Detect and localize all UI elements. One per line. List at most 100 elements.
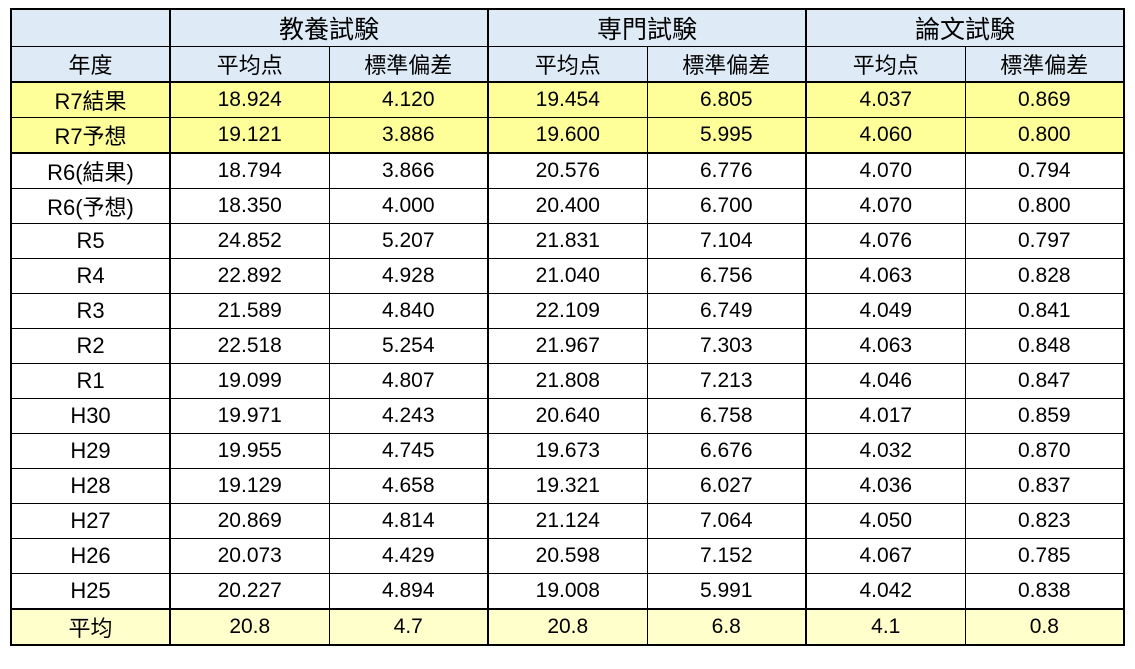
value-cell: 21.831 (487, 223, 648, 259)
value-cell: 6.676 (646, 433, 807, 469)
sub-header-row: 年度 平均点 標準偏差 平均点 標準偏差 平均点 標準偏差 (10, 46, 1125, 83)
value-cell: 7.303 (646, 328, 807, 364)
table-row: R3 21.589 4.840 22.109 6.749 4.049 0.841 (10, 293, 1125, 329)
value-cell: 5.991 (646, 573, 807, 610)
value-cell: 22.109 (487, 293, 648, 329)
value-cell: 24.852 (169, 223, 330, 259)
value-cell: 4.070 (805, 152, 966, 189)
table-row: R6(結果) 18.794 3.866 20.576 6.776 4.070 0.794 (10, 152, 1125, 189)
corner-cell (10, 8, 171, 47)
value-cell: 4.000 (328, 188, 489, 224)
year-cell: H28 (10, 468, 171, 504)
group-header-row: 教養試験 専門試験 論文試験 (10, 8, 1125, 47)
value-cell: 20.598 (487, 538, 648, 574)
year-cell: R6(予想) (10, 188, 171, 224)
value-cell: 19.121 (169, 117, 330, 154)
year-cell: R6(結果) (10, 152, 171, 189)
year-cell: R3 (10, 293, 171, 329)
sub-header-mean: 平均点 (169, 46, 330, 83)
value-cell: 0.848 (964, 328, 1125, 364)
year-cell: H27 (10, 503, 171, 539)
value-cell: 6.805 (646, 81, 807, 118)
year-cell: R4 (10, 258, 171, 294)
value-cell: 19.673 (487, 433, 648, 469)
value-cell: 4.243 (328, 398, 489, 434)
value-cell: 0.8 (964, 608, 1125, 646)
value-cell: 20.576 (487, 152, 648, 189)
year-cell: H29 (10, 433, 171, 469)
year-cell: R1 (10, 363, 171, 399)
sub-header-sd: 標準偏差 (328, 46, 489, 83)
value-cell: 4.814 (328, 503, 489, 539)
value-cell: 4.070 (805, 188, 966, 224)
value-cell: 22.892 (169, 258, 330, 294)
value-cell: 4.017 (805, 398, 966, 434)
value-cell: 4.658 (328, 468, 489, 504)
value-cell: 3.866 (328, 152, 489, 189)
value-cell: 4.032 (805, 433, 966, 469)
table-row: R1 19.099 4.807 21.808 7.213 4.046 0.847 (10, 363, 1125, 399)
value-cell: 19.454 (487, 81, 648, 118)
value-cell: 20.8 (487, 608, 648, 646)
value-cell: 20.869 (169, 503, 330, 539)
group-header-ronbun: 論文試験 (805, 8, 1125, 47)
table-row: R7結果 18.924 4.120 19.454 6.805 4.037 0.869 (10, 81, 1125, 118)
year-cell: R2 (10, 328, 171, 364)
value-cell: 0.837 (964, 468, 1125, 504)
value-cell: 21.589 (169, 293, 330, 329)
value-cell: 4.120 (328, 81, 489, 118)
value-cell: 4.807 (328, 363, 489, 399)
value-cell: 0.800 (964, 188, 1125, 224)
value-cell: 4.7 (328, 608, 489, 646)
sub-header-mean: 平均点 (805, 46, 966, 83)
value-cell: 0.870 (964, 433, 1125, 469)
value-cell: 0.785 (964, 538, 1125, 574)
value-cell: 18.350 (169, 188, 330, 224)
value-cell: 4.042 (805, 573, 966, 610)
value-cell: 0.847 (964, 363, 1125, 399)
value-cell: 5.995 (646, 117, 807, 154)
value-cell: 4.745 (328, 433, 489, 469)
table-row: R7予想 19.121 3.886 19.600 5.995 4.060 0.800 (10, 117, 1125, 154)
value-cell: 3.886 (328, 117, 489, 154)
table-row: H26 20.073 4.429 20.598 7.152 4.067 0.785 (10, 538, 1125, 574)
value-cell: 0.869 (964, 81, 1125, 118)
value-cell: 4.049 (805, 293, 966, 329)
value-cell: 21.967 (487, 328, 648, 364)
value-cell: 21.040 (487, 258, 648, 294)
value-cell: 0.828 (964, 258, 1125, 294)
value-cell: 21.124 (487, 503, 648, 539)
value-cell: 4.037 (805, 81, 966, 118)
value-cell: 0.838 (964, 573, 1125, 610)
year-cell: H26 (10, 538, 171, 574)
table-row: H25 20.227 4.894 19.008 5.991 4.042 0.838 (10, 573, 1125, 610)
value-cell: 19.321 (487, 468, 648, 504)
value-cell: 4.840 (328, 293, 489, 329)
table-row: H30 19.971 4.243 20.640 6.758 4.017 0.859 (10, 398, 1125, 434)
value-cell: 0.800 (964, 117, 1125, 154)
value-cell: 19.600 (487, 117, 648, 154)
year-cell: R7予想 (10, 117, 171, 154)
table-row: H29 19.955 4.745 19.673 6.676 4.032 0.870 (10, 433, 1125, 469)
value-cell: 4.928 (328, 258, 489, 294)
value-cell: 6.756 (646, 258, 807, 294)
value-cell: 4.050 (805, 503, 966, 539)
sub-header-mean: 平均点 (487, 46, 648, 83)
value-cell: 5.254 (328, 328, 489, 364)
table-row: H27 20.869 4.814 21.124 7.064 4.050 0.823 (10, 503, 1125, 539)
value-cell: 4.046 (805, 363, 966, 399)
value-cell: 0.794 (964, 152, 1125, 189)
value-cell: 7.064 (646, 503, 807, 539)
table-body: R7結果 18.924 4.120 19.454 6.805 4.037 0.869 R7予想… (10, 81, 1125, 646)
value-cell: 0.797 (964, 223, 1125, 259)
value-cell: 22.518 (169, 328, 330, 364)
year-cell: H30 (10, 398, 171, 434)
year-header-cell: 年度 (10, 46, 171, 83)
sub-header-sd: 標準偏差 (964, 46, 1125, 83)
value-cell: 18.794 (169, 152, 330, 189)
value-cell: 19.099 (169, 363, 330, 399)
value-cell: 19.955 (169, 433, 330, 469)
value-cell: 7.104 (646, 223, 807, 259)
value-cell: 21.808 (487, 363, 648, 399)
value-cell: 20.400 (487, 188, 648, 224)
